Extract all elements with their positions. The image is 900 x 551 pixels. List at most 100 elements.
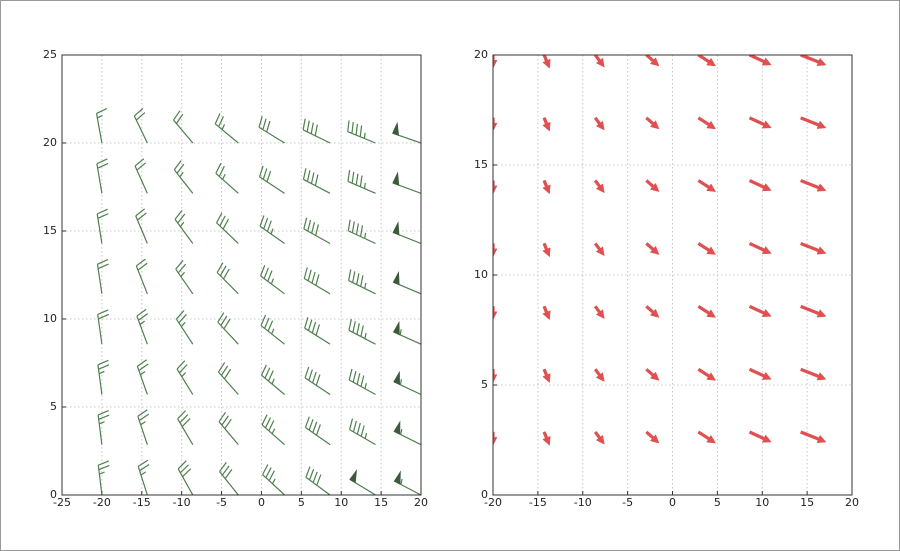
wind-barb: [216, 262, 239, 295]
axes-frame: [61, 54, 422, 496]
barb-staff: [134, 158, 148, 194]
wind-barb: [347, 120, 376, 144]
wind-barb: [135, 208, 148, 244]
wind-barb: [392, 121, 421, 144]
barb-staff: [258, 116, 285, 144]
y-tick-label: 10: [43, 312, 57, 325]
barb-staff: [175, 310, 194, 345]
x-tick-label: -20: [484, 496, 502, 509]
wind-barb: [348, 319, 376, 345]
quiver-arrow: [800, 178, 827, 192]
wind-barb: [135, 258, 148, 295]
wind-barb: [258, 165, 285, 194]
quiver-arrow: [697, 367, 717, 381]
quiver-arrow: [542, 368, 551, 384]
x-tick-label: 0: [258, 496, 265, 509]
quiver-arrow: [645, 179, 660, 192]
barb-staff: [347, 120, 376, 144]
wind-barb: [260, 314, 285, 345]
wind-barb: [97, 460, 110, 495]
wind-barb: [392, 221, 421, 245]
wind-barb: [217, 312, 239, 345]
y-tick-label: 5: [50, 400, 57, 413]
wind-barb: [177, 410, 194, 445]
quiver-arrow: [748, 179, 772, 192]
x-tick-label: 5: [298, 496, 305, 509]
x-tick-label: -10: [574, 496, 592, 509]
quiver-arrow: [593, 430, 605, 445]
y-tick-label: 10: [474, 268, 488, 281]
wind-barb: [392, 270, 421, 295]
wind-barb: [349, 469, 376, 495]
wind-barb: [97, 359, 110, 395]
quiver-arrow: [542, 117, 551, 132]
quiver-arrow: [593, 179, 605, 194]
wind-barb: [133, 108, 148, 144]
quiver-arrow: [748, 241, 772, 254]
y-tick-label: 0: [481, 488, 488, 501]
wind-barb: [260, 265, 285, 295]
x-tick-label: 20: [845, 496, 859, 509]
quiver-arrow: [800, 241, 827, 255]
wind-barb: [393, 370, 421, 396]
quiver-arrow: [593, 116, 605, 131]
barb-staff: [96, 208, 109, 244]
quiver-arrow: [542, 305, 551, 321]
wind-barb: [305, 466, 331, 495]
x-tick-label: -20: [93, 496, 111, 509]
barb-staff: [216, 262, 239, 295]
barb-staff: [305, 466, 331, 495]
wind-barb: [349, 418, 376, 446]
quiver-arrow: [697, 179, 717, 192]
barb-staff: [136, 308, 149, 345]
wind-barb: [216, 212, 239, 244]
x-tick-label: 10: [755, 496, 769, 509]
wind-barb: [174, 210, 194, 244]
wind-barb: [173, 110, 194, 144]
wind-barb: [137, 459, 150, 495]
wind-barb: [97, 309, 110, 345]
wind-barb: [176, 360, 194, 395]
wind-barb: [304, 366, 331, 396]
wind-barb: [393, 420, 421, 446]
barb-staff: [97, 409, 110, 445]
wind-barb: [136, 308, 149, 345]
x-tick-label: -15: [133, 496, 151, 509]
wind-barb: [258, 116, 285, 144]
quiver-arrow: [542, 242, 551, 258]
barb-flag: [392, 171, 400, 186]
barb-staff: [135, 208, 148, 244]
quiver-arrow: [645, 242, 660, 255]
quiver-arrow: [748, 367, 772, 380]
barb-staff: [175, 260, 194, 295]
x-tick-label: -25: [53, 496, 71, 509]
barb-flag: [393, 420, 401, 435]
quiver-arrow: [800, 116, 827, 129]
barb-staff: [217, 312, 239, 345]
x-tick-label: 10: [334, 496, 348, 509]
wind-barb: [218, 411, 239, 446]
barb-staff: [261, 364, 285, 395]
wind-barb: [96, 259, 109, 294]
x-tick-label: 0: [669, 496, 676, 509]
barb-staff: [177, 460, 194, 495]
barb-staff: [136, 359, 149, 395]
wind-barb: [261, 364, 285, 395]
x-tick-label: -5: [622, 496, 633, 509]
barb-staff: [133, 108, 148, 144]
barb-staff: [95, 108, 108, 144]
barb-staff: [215, 162, 239, 194]
wind-barb: [215, 162, 239, 194]
wind-barb: [175, 260, 194, 295]
wind-barb: [348, 368, 376, 396]
y-tick-label: 15: [474, 158, 488, 171]
barb-staff: [219, 462, 239, 495]
quiver-arrow: [593, 305, 605, 320]
wind-barb: [347, 219, 376, 245]
barb-staff: [302, 118, 331, 144]
barb-flag: [393, 470, 401, 485]
wind-barb: [95, 108, 108, 144]
quiver-arrow: [593, 368, 605, 382]
quiver-arrow: [697, 55, 717, 67]
barb-staff: [218, 411, 239, 446]
